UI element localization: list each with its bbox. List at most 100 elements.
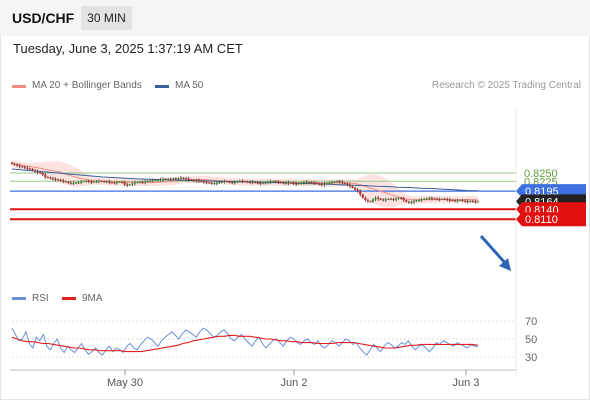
candle	[407, 200, 410, 204]
candle-body	[320, 184, 323, 186]
candle-body	[215, 182, 218, 184]
candle-body	[389, 198, 393, 200]
rsi-line	[11, 327, 478, 356]
candle	[67, 180, 70, 184]
candle-body	[36, 171, 39, 173]
candle	[151, 178, 154, 183]
candle	[466, 199, 469, 204]
candle	[282, 181, 285, 185]
candle	[146, 180, 149, 183]
candle	[136, 181, 139, 184]
candle	[82, 180, 85, 183]
candle	[453, 199, 457, 203]
candle	[100, 180, 103, 182]
candle	[456, 198, 459, 203]
candle	[185, 177, 188, 181]
candle	[64, 180, 67, 183]
candle	[182, 177, 185, 180]
candle-body	[307, 181, 311, 183]
candle-body	[313, 182, 316, 184]
candle	[225, 180, 229, 183]
candle	[138, 180, 142, 184]
candle	[387, 198, 390, 201]
candle-body	[179, 177, 183, 179]
candle	[430, 196, 434, 201]
candle	[464, 199, 467, 203]
candle	[41, 171, 44, 177]
candle	[320, 182, 323, 187]
candle	[277, 179, 280, 184]
candle-body	[156, 179, 160, 181]
candle	[59, 178, 62, 182]
candle	[16, 163, 19, 168]
candle	[438, 197, 441, 202]
level-label-0.8250: 0.8250	[524, 168, 558, 180]
candle-body	[167, 178, 170, 180]
candle	[392, 197, 395, 202]
candle-body	[82, 181, 85, 183]
candle	[307, 181, 311, 184]
candle-body	[95, 181, 98, 183]
candle-body	[74, 182, 78, 184]
candle-body	[469, 201, 472, 203]
candle	[305, 180, 308, 185]
candle	[154, 179, 157, 182]
candle	[443, 197, 446, 201]
candle-body	[126, 184, 129, 186]
candle-body	[453, 200, 457, 202]
candle-body	[476, 201, 480, 203]
candle	[272, 180, 275, 183]
candle-body	[341, 181, 344, 183]
candle	[428, 196, 431, 201]
candle	[105, 180, 108, 184]
candle	[418, 198, 421, 202]
candle-body	[407, 201, 410, 203]
candle-body	[218, 181, 221, 183]
candle-body	[105, 181, 108, 183]
candle-body	[318, 183, 321, 185]
candle	[302, 180, 305, 185]
candle-body	[33, 170, 37, 172]
candle-body	[474, 201, 477, 203]
candle-body	[62, 180, 65, 182]
candle	[333, 180, 336, 183]
candle-body	[423, 198, 426, 200]
candle	[310, 181, 313, 184]
candle-body	[441, 198, 444, 200]
ma9-legend-label: 9MA	[82, 293, 103, 304]
candle	[85, 179, 88, 183]
candle-body	[279, 181, 282, 183]
candle-body	[272, 181, 275, 183]
candle-body	[284, 182, 288, 184]
candle-body	[133, 182, 137, 184]
candle-body	[113, 182, 116, 184]
candle-body	[241, 180, 244, 182]
candle	[353, 186, 357, 191]
candle-body	[256, 182, 259, 184]
candle-body	[213, 183, 216, 185]
candle	[361, 193, 364, 199]
candle-body	[164, 178, 167, 180]
candle-body	[377, 197, 380, 199]
bollinger-band	[12, 160, 478, 208]
candle-body	[420, 199, 423, 201]
candle-body	[264, 182, 267, 184]
candle-body	[261, 183, 265, 185]
candle-body	[210, 182, 213, 184]
candle-body	[185, 178, 188, 180]
level-tag-0.8110	[516, 212, 586, 227]
candle	[425, 197, 428, 200]
candle	[187, 177, 190, 182]
candle-body	[243, 181, 247, 183]
candle-body	[302, 182, 305, 184]
candle	[74, 181, 78, 184]
candle-body	[141, 181, 144, 183]
candle-body	[190, 179, 193, 181]
candle-body	[269, 181, 272, 183]
candle	[328, 181, 331, 185]
candle-body	[236, 181, 239, 183]
timeframe-button[interactable]: 30 MIN	[81, 6, 132, 30]
candle-body	[108, 181, 111, 183]
candle	[167, 177, 170, 181]
candle	[341, 180, 344, 186]
